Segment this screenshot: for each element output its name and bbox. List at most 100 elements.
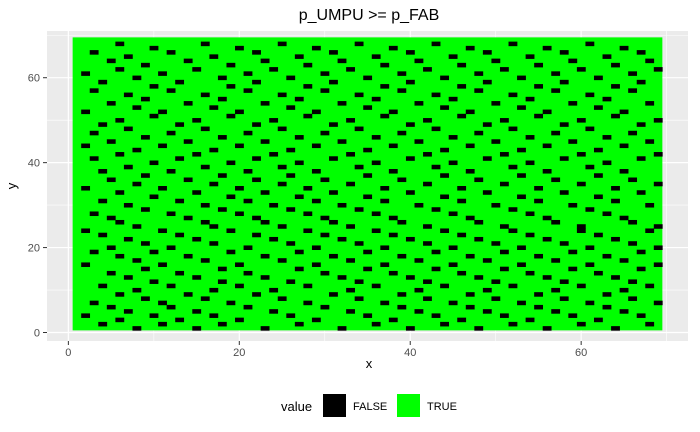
false-cell	[645, 321, 655, 327]
false-cell	[568, 139, 578, 144]
false-cell	[628, 71, 638, 76]
false-cell	[294, 249, 304, 255]
x-axis-title: x	[366, 356, 373, 371]
false-cell	[465, 253, 475, 259]
false-cell	[158, 109, 167, 115]
false-cell	[123, 309, 133, 314]
false-cell	[141, 96, 150, 102]
false-cell	[568, 202, 578, 208]
false-cell	[277, 296, 287, 301]
false-cell	[576, 321, 586, 327]
false-cell	[508, 321, 518, 327]
false-cell	[235, 262, 244, 267]
false-cell	[329, 253, 338, 259]
false-cell	[81, 186, 91, 191]
false-cell	[576, 283, 586, 289]
false-cell	[568, 101, 578, 106]
false-cell	[149, 113, 159, 119]
false-cell	[423, 224, 432, 229]
false-cell	[81, 71, 91, 76]
false-cell	[534, 292, 544, 297]
false-cell	[286, 105, 296, 110]
false-cell	[243, 88, 253, 93]
false-cell	[226, 194, 236, 200]
false-cell	[115, 253, 125, 259]
false-cell	[499, 118, 509, 123]
false-cell	[628, 88, 638, 93]
false-cell	[611, 275, 620, 280]
false-cell	[354, 241, 364, 246]
false-cell	[123, 202, 133, 208]
false-cell	[499, 249, 509, 255]
false-cell	[525, 54, 535, 59]
false-cell	[329, 122, 338, 127]
false-cell	[354, 296, 364, 301]
false-cell	[542, 109, 552, 115]
false-cell	[431, 313, 441, 318]
false-cell	[645, 58, 655, 64]
false-cell	[294, 194, 304, 200]
false-cell	[397, 177, 407, 183]
false-cell	[200, 92, 210, 98]
false-cell	[465, 215, 475, 221]
false-cell	[602, 304, 612, 310]
false-cell	[474, 219, 484, 225]
false-cell	[141, 296, 150, 301]
false-cell	[491, 241, 501, 246]
false-cell	[517, 194, 526, 200]
false-cell	[499, 266, 509, 272]
false-cell	[277, 164, 287, 170]
false-cell	[132, 181, 142, 187]
false-cell	[158, 228, 167, 234]
false-cell	[474, 71, 484, 76]
false-cell	[619, 258, 629, 263]
false-cell	[465, 292, 475, 297]
false-cell	[303, 113, 313, 119]
false-cell	[628, 296, 638, 301]
false-cell	[602, 253, 612, 259]
false-cell	[106, 245, 116, 250]
false-cell	[89, 249, 99, 255]
false-cell	[534, 113, 544, 119]
false-cell	[192, 118, 202, 123]
false-cell	[542, 143, 552, 149]
false-cell	[354, 92, 364, 98]
false-cell	[303, 62, 313, 68]
false-cell	[166, 130, 176, 136]
false-cell	[149, 279, 159, 284]
false-cell	[89, 88, 99, 93]
false-cell	[423, 181, 432, 187]
false-cell	[269, 118, 279, 123]
false-cell	[252, 215, 261, 221]
false-cell	[636, 79, 646, 85]
false-cell	[277, 181, 287, 187]
false-cell	[559, 296, 569, 301]
false-cell	[568, 58, 578, 64]
false-cell	[602, 54, 612, 59]
false-cell	[346, 224, 355, 229]
false-cell	[89, 130, 99, 136]
false-cell	[499, 67, 509, 72]
false-cell	[269, 309, 279, 314]
false-cell	[158, 71, 167, 76]
false-cell	[363, 147, 373, 153]
false-cell	[243, 71, 253, 76]
false-cell	[269, 236, 279, 242]
false-cell	[508, 126, 518, 132]
false-cell	[311, 45, 321, 51]
false-cell	[303, 283, 313, 289]
false-cell	[491, 202, 501, 208]
false-cell	[585, 92, 595, 98]
false-cell	[166, 283, 176, 289]
false-cell	[106, 304, 116, 310]
false-cell	[217, 96, 227, 102]
false-cell	[508, 164, 518, 170]
false-cell	[602, 211, 612, 217]
false-cell	[286, 279, 296, 284]
false-cell	[346, 152, 355, 157]
false-cell	[158, 186, 167, 191]
false-cell	[363, 194, 373, 200]
false-cell	[320, 130, 330, 136]
false-cell	[217, 173, 227, 178]
false-cell	[525, 135, 535, 140]
